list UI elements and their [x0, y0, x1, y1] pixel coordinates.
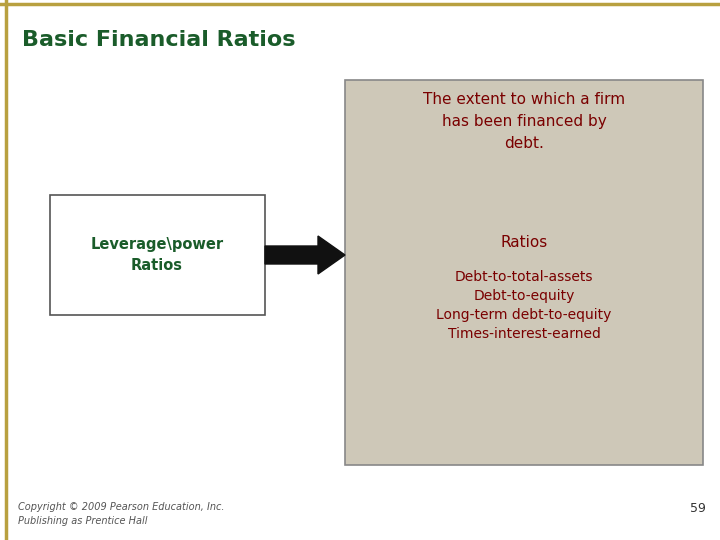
Text: Debt-to-equity: Debt-to-equity: [473, 289, 575, 303]
Text: Long-term debt-to-equity: Long-term debt-to-equity: [436, 308, 612, 322]
Text: Times-interest-earned: Times-interest-earned: [448, 327, 600, 341]
Text: Copyright © 2009 Pearson Education, Inc.
Publishing as Prentice Hall: Copyright © 2009 Pearson Education, Inc.…: [18, 502, 225, 526]
Polygon shape: [265, 236, 345, 274]
Text: The extent to which a firm
has been financed by
debt.: The extent to which a firm has been fina…: [423, 92, 625, 151]
Text: 59: 59: [690, 502, 706, 515]
Text: Debt-to-total-assets: Debt-to-total-assets: [455, 270, 593, 284]
FancyBboxPatch shape: [50, 195, 265, 315]
Text: Ratios: Ratios: [500, 235, 548, 250]
Text: Leverage\power
Ratios: Leverage\power Ratios: [91, 237, 224, 273]
FancyBboxPatch shape: [345, 80, 703, 465]
Text: Basic Financial Ratios: Basic Financial Ratios: [22, 30, 295, 50]
